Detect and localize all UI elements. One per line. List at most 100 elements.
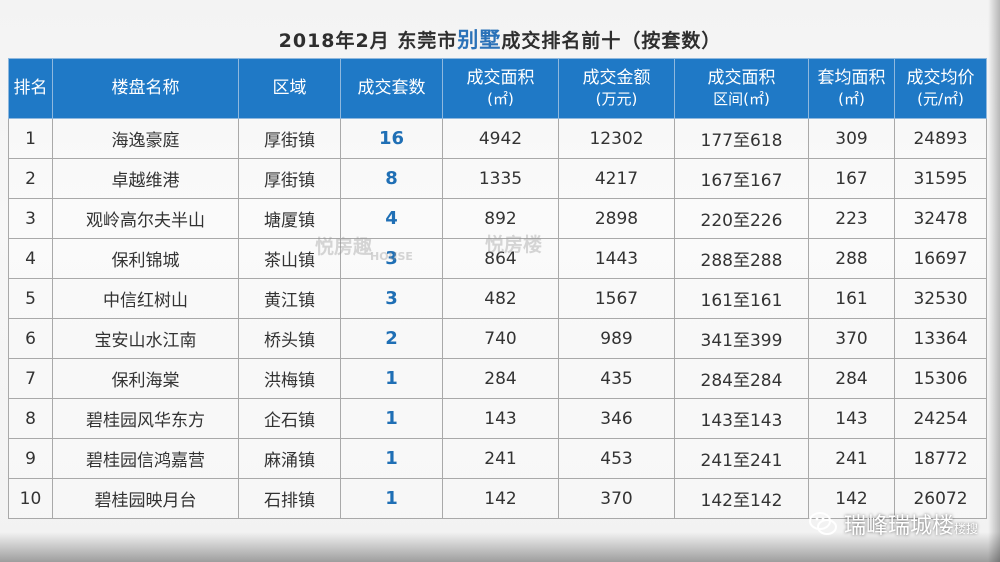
table-cell: 24893 bbox=[894, 118, 987, 159]
table-cell: 1 bbox=[8, 118, 53, 159]
column-header-unit: (㎡) bbox=[487, 89, 514, 108]
column-header-label: 排名 bbox=[13, 78, 48, 98]
brand-name: 瑞峰瑞城楼 bbox=[844, 514, 955, 539]
wechat-icon bbox=[809, 512, 837, 535]
table-cell: 1 bbox=[340, 478, 443, 519]
table-cell: 厚街镇 bbox=[238, 118, 341, 159]
column-header: 成交金额 (万元) bbox=[558, 58, 675, 119]
table-cell: 1 bbox=[340, 398, 443, 439]
table-row: 6 宝安山水江南 桥头镇 2 740 989 341至399 370 13364 bbox=[8, 318, 987, 359]
table-cell: 142至142 bbox=[674, 478, 809, 519]
column-header-label: 成交套数 bbox=[357, 78, 426, 98]
table-cell: 塘厦镇 bbox=[238, 198, 341, 239]
table-row: 10 碧桂园映月台 石排镇 1 142 370 142至142 142 26072 bbox=[8, 478, 987, 519]
title-highlight: 别墅 bbox=[457, 28, 502, 52]
table-cell: 海逸豪庭 bbox=[52, 118, 239, 159]
column-header-label: 套均面积 bbox=[817, 67, 886, 88]
table-cell: 161 bbox=[808, 278, 895, 319]
table-cell: 31595 bbox=[894, 158, 987, 199]
table-cell: 3 bbox=[340, 278, 443, 319]
table-cell: 892 bbox=[442, 198, 559, 239]
table-cell: 223 bbox=[808, 198, 895, 239]
table-cell: 2898 bbox=[558, 198, 675, 239]
table-cell: 16697 bbox=[894, 238, 987, 279]
table-cell: 241至241 bbox=[674, 438, 809, 479]
table-cell: 284 bbox=[442, 358, 559, 399]
table-cell: 740 bbox=[442, 318, 559, 359]
table-cell: 2 bbox=[8, 158, 53, 199]
column-header: 区域 bbox=[238, 58, 341, 119]
table-row: 1 海逸豪庭 厚街镇 16 4942 12302 177至618 309 24893 bbox=[8, 118, 987, 159]
column-header-unit: 区间(㎡) bbox=[713, 89, 770, 108]
table-cell: 32530 bbox=[894, 278, 987, 319]
table-cell: 346 bbox=[558, 398, 675, 439]
table-row: 2 卓越维港 厚街镇 8 1335 4217 167至167 167 31595 bbox=[8, 158, 987, 199]
table-cell: 宝安山水江南 bbox=[52, 318, 239, 359]
page-shadow-bottom bbox=[0, 532, 1000, 562]
table-cell: 167 bbox=[808, 158, 895, 199]
column-header: 排名 bbox=[8, 58, 53, 119]
table-cell: 284 bbox=[808, 358, 895, 399]
table-cell: 341至399 bbox=[674, 318, 809, 359]
table-cell: 241 bbox=[442, 438, 559, 479]
table-cell: 1335 bbox=[442, 158, 559, 199]
table-cell: 企石镇 bbox=[238, 398, 341, 439]
table-cell: 3 bbox=[8, 198, 53, 239]
table-cell: 黄江镇 bbox=[238, 278, 341, 319]
column-header: 套均面积 (㎡) bbox=[808, 58, 895, 119]
table-cell: 16 bbox=[340, 118, 443, 159]
table-cell: 8 bbox=[8, 398, 53, 439]
title-prefix: 2018年2月 东莞市 bbox=[278, 30, 458, 52]
column-header: 成交套数 bbox=[340, 58, 443, 119]
table-cell: 桥头镇 bbox=[238, 318, 341, 359]
table-cell: 2 bbox=[340, 318, 443, 359]
column-header-label: 成交均价 bbox=[906, 67, 975, 88]
table-cell: 8 bbox=[340, 158, 443, 199]
table-cell: 142 bbox=[808, 478, 895, 519]
column-header: 成交面积 区间(㎡) bbox=[674, 58, 809, 119]
table-cell: 288 bbox=[808, 238, 895, 279]
table-cell: 卓越维港 bbox=[52, 158, 239, 199]
table-row: 4 保利锦城 茶山镇 3 864 1443 288至288 288 16697 bbox=[8, 238, 987, 279]
table-cell: 观岭高尔夫半山 bbox=[52, 198, 239, 239]
table-cell: 288至288 bbox=[674, 238, 809, 279]
table-cell: 1 bbox=[340, 358, 443, 399]
table-header-row: 排名 楼盘名称 区域 成交套数 成交面积 (㎡) 成交金额 (万元) 成交面积 区间(㎡) 套均面积… bbox=[8, 58, 987, 119]
watermark: 悦房趣 HOUSE 悦房楼 bbox=[315, 228, 575, 276]
table-cell: 3 bbox=[340, 238, 443, 279]
table-cell: 1443 bbox=[558, 238, 675, 279]
table-cell: 6 bbox=[8, 318, 53, 359]
column-header-label: 成交面积 bbox=[466, 67, 535, 88]
page-title: 2018年2月 东莞市别墅成交排名前十（按套数） bbox=[0, 24, 1000, 54]
table-cell: 4217 bbox=[558, 158, 675, 199]
table-cell: 碧桂园信鸿嘉营 bbox=[52, 438, 239, 479]
column-header-label: 成交面积 bbox=[707, 67, 776, 88]
table-row: 3 观岭高尔夫半山 塘厦镇 4 892 2898 220至226 223 32478 bbox=[8, 198, 987, 239]
table-cell: 143 bbox=[442, 398, 559, 439]
column-header-label: 区域 bbox=[272, 78, 307, 98]
table-cell: 220至226 bbox=[674, 198, 809, 239]
table-cell: 18772 bbox=[894, 438, 987, 479]
table-cell: 碧桂园风华东方 bbox=[52, 398, 239, 439]
table-cell: 167至167 bbox=[674, 158, 809, 199]
table-cell: 保利锦城 bbox=[52, 238, 239, 279]
table-cell: 435 bbox=[558, 358, 675, 399]
table-cell: 284至284 bbox=[674, 358, 809, 399]
column-header-unit: (元/㎡) bbox=[917, 89, 964, 108]
table-row: 5 中信红树山 黄江镇 3 482 1567 161至161 161 32530 bbox=[8, 278, 987, 319]
column-header-unit: (万元) bbox=[595, 89, 638, 108]
column-header: 成交面积 (㎡) bbox=[442, 58, 559, 119]
column-header-unit: (㎡) bbox=[838, 89, 865, 108]
table-cell: 5 bbox=[8, 278, 53, 319]
table-cell: 482 bbox=[442, 278, 559, 319]
table-cell: 4942 bbox=[442, 118, 559, 159]
table-cell: 碧桂园映月台 bbox=[52, 478, 239, 519]
table-cell: 4 bbox=[8, 238, 53, 279]
table-cell: 143至143 bbox=[674, 398, 809, 439]
table-cell: 370 bbox=[558, 478, 675, 519]
table-cell: 177至618 bbox=[674, 118, 809, 159]
table-cell: 32478 bbox=[894, 198, 987, 239]
column-header: 成交均价 (元/㎡) bbox=[894, 58, 987, 119]
table-cell: 15306 bbox=[894, 358, 987, 399]
table-cell: 989 bbox=[558, 318, 675, 359]
